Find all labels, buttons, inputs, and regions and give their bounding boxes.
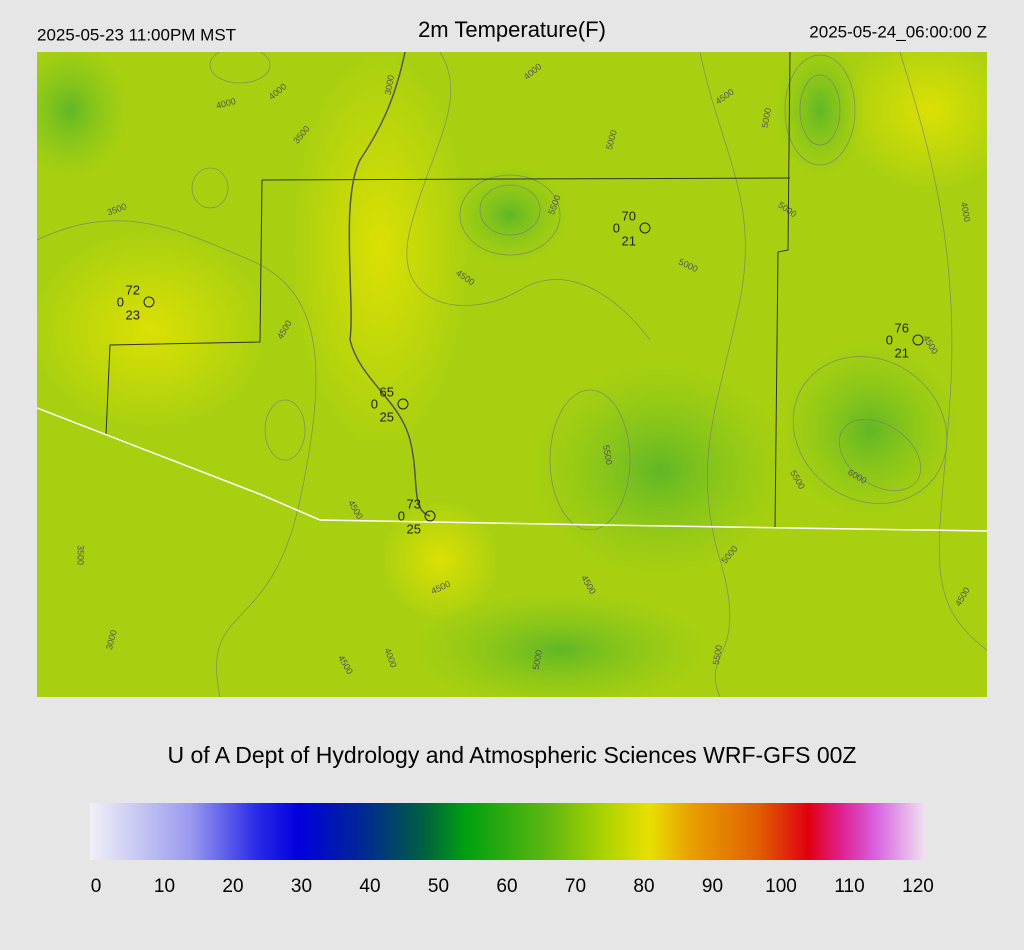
shade <box>290 52 470 450</box>
colorbar-tick-label: 40 <box>359 876 380 897</box>
shade <box>450 165 570 265</box>
boundaries <box>105 52 791 529</box>
station-temperature: 72 <box>126 282 140 297</box>
station-wind: 0 <box>886 332 893 347</box>
station-marker <box>912 334 924 346</box>
station-dewpoint: 21 <box>622 233 636 248</box>
local-time: 2025-05-23 11:00PM MST <box>37 25 236 44</box>
station-wind: 0 <box>398 508 405 523</box>
colorbar-tick-label: 110 <box>834 876 864 897</box>
colorbar-tick-label: 120 <box>902 876 934 897</box>
station-temperature: 65 <box>380 384 394 399</box>
colorbar-tick-label: 90 <box>702 876 723 897</box>
station-marker <box>143 296 155 308</box>
station-marker <box>639 222 651 234</box>
station-temperature: 73 <box>407 496 421 511</box>
river <box>348 52 431 517</box>
station-marker <box>397 398 409 410</box>
shade <box>410 590 710 697</box>
colorbar-tick-label: 30 <box>291 876 312 897</box>
border <box>37 407 987 532</box>
station-wind: 0 <box>117 294 124 309</box>
shade <box>530 360 790 580</box>
colorbar-tick-label: 0 <box>91 876 102 897</box>
contour-label: 3500 <box>76 545 86 565</box>
contours <box>37 52 987 697</box>
shade <box>37 52 130 180</box>
station-dewpoint: 25 <box>380 409 394 424</box>
shade <box>840 52 987 190</box>
station-dewpoint: 23 <box>126 307 140 322</box>
contour-label: 4000 <box>959 201 972 222</box>
station-temperature: 70 <box>622 208 636 223</box>
colorbar <box>90 803 925 860</box>
contour-label: 5500 <box>711 644 724 665</box>
contour-label: 5000 <box>531 649 544 670</box>
colorbar-tick-label: 80 <box>633 876 654 897</box>
station-marker <box>424 510 436 522</box>
shade <box>775 52 865 180</box>
contour-label: 5500 <box>601 444 614 465</box>
colorbar-tick-label: 60 <box>496 876 517 897</box>
station-wind: 0 <box>613 220 620 235</box>
colorbar-tick-label: 20 <box>222 876 243 897</box>
colorbar-tick-label: 70 <box>565 876 586 897</box>
station-dewpoint: 21 <box>895 345 909 360</box>
contour-label: 5000 <box>760 107 773 128</box>
station-temperature: 76 <box>895 320 909 335</box>
station-dewpoint: 25 <box>407 521 421 536</box>
shade <box>37 230 270 430</box>
contour-label: 3000 <box>383 74 396 95</box>
shade <box>780 340 960 520</box>
colorbar-tick-label: 100 <box>765 876 797 897</box>
colorbar-tick-label: 10 <box>154 876 175 897</box>
valid-time: 2025-05-24_06:00:00 Z <box>809 22 987 41</box>
map-title: 2m Temperature(F) <box>418 17 606 42</box>
colorbar-tick-label: 50 <box>428 876 449 897</box>
shade <box>380 500 500 620</box>
station-wind: 0 <box>371 396 378 411</box>
footer-credit: U of A Dept of Hydrology and Atmospheric… <box>167 742 856 768</box>
